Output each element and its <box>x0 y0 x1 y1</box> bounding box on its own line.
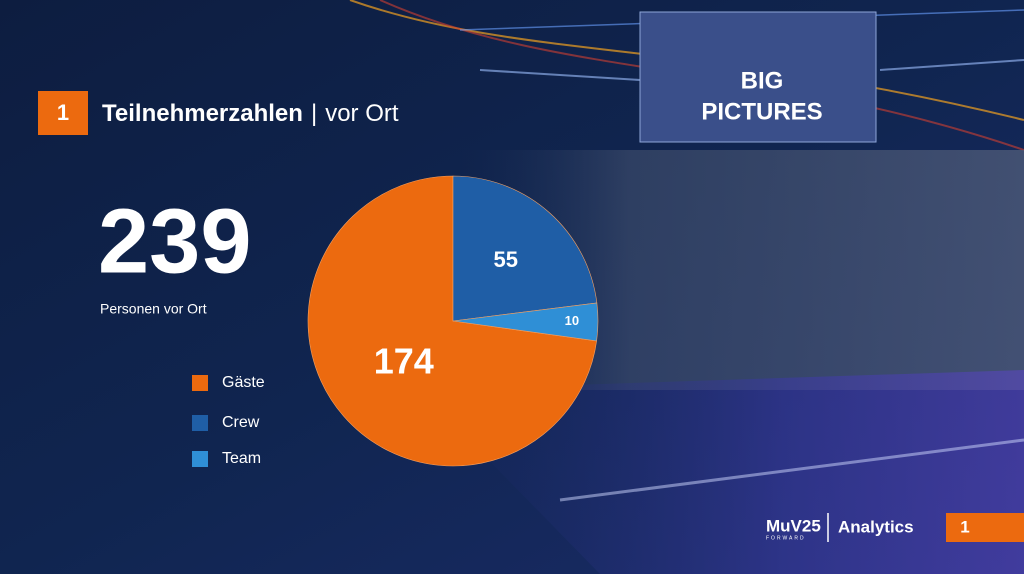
total-label: Personen vor Ort <box>100 301 207 317</box>
brand: MuV25 <box>766 516 821 535</box>
data-label: 10 <box>565 313 579 328</box>
pie-chart: 174 55 10 <box>307 175 599 467</box>
legend-swatch <box>192 375 208 391</box>
brand-sub: FORWARD <box>766 535 806 541</box>
data-label: 174 <box>374 340 434 381</box>
pie-slice <box>452 175 598 322</box>
footer-section: Analytics <box>838 517 914 536</box>
page-number: 1 <box>960 517 969 536</box>
stage-screen <box>639 11 877 143</box>
slide-title: Teilnehmerzahlen | vor Ort <box>102 100 399 127</box>
separator: | <box>311 100 317 127</box>
legend-label: Gäste <box>222 374 265 391</box>
title: Teilnehmerzahlen <box>102 100 303 127</box>
screen-text: PICTURES <box>701 98 822 125</box>
pie-slice <box>307 175 597 467</box>
legend-swatch <box>192 451 208 467</box>
subtitle: vor Ort <box>325 100 399 127</box>
section-number: 1 <box>57 100 69 125</box>
section-badge <box>38 91 88 135</box>
pie-slice <box>452 302 599 342</box>
legend-label: Team <box>222 450 261 467</box>
legend: Gäste Crew Team <box>192 374 265 467</box>
total-value: 239 <box>98 190 252 292</box>
legend-label: Crew <box>222 414 260 431</box>
screen-text: BIG <box>741 67 784 94</box>
legend-swatch <box>192 415 208 431</box>
data-label: 55 <box>494 247 518 272</box>
page-badge <box>946 513 1024 542</box>
